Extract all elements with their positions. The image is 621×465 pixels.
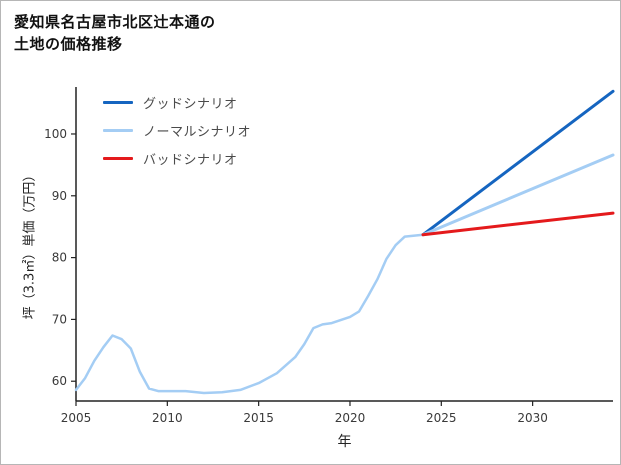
- series-line-normal-scenario: [421, 153, 615, 237]
- x-tick-label: 2015: [243, 411, 274, 425]
- line-chart: 2005 2010 2015 2020 2025 2030 60 70 80 90 100: [44, 87, 615, 425]
- x-tick-label: 2010: [152, 411, 183, 425]
- legend-label-good-scenario: グッドシナリオ: [143, 97, 238, 112]
- chart-title: 愛知県名古屋市北区辻本通の 土地の価格推移: [14, 11, 216, 55]
- x-tick-label: 2005: [61, 411, 92, 425]
- x-tick-label: 2020: [335, 411, 366, 425]
- legend-label-bad-scenario: バッドシナリオ: [143, 153, 238, 168]
- legend-item-good-scenario: グッドシナリオ: [103, 93, 251, 112]
- y-tick-label: 100: [44, 127, 67, 141]
- y-axis-label: 坪（3.3㎡）単価（万円）: [22, 168, 38, 320]
- legend-item-bad-scenario: バッドシナリオ: [103, 149, 251, 168]
- chart-title-line2: 土地の価格推移: [14, 35, 123, 53]
- x-axis-label: 年: [337, 434, 352, 450]
- chart-title-line1: 愛知県名古屋市北区辻本通の: [14, 13, 216, 31]
- y-tick-label: 90: [52, 189, 67, 203]
- series-line-good-scenario: [421, 89, 615, 237]
- x-tick-label: 2025: [426, 411, 457, 425]
- legend-swatch-bad-scenario: [103, 157, 133, 160]
- y-tick-label: 60: [52, 374, 67, 388]
- chart-legend: グッドシナリオ ノーマルシナリオ バッドシナリオ: [103, 93, 251, 168]
- legend-item-normal-scenario: ノーマルシナリオ: [103, 121, 251, 140]
- y-tick-label: 70: [52, 312, 67, 326]
- series-line-historical: [74, 233, 425, 395]
- legend-label-normal-scenario: ノーマルシナリオ: [143, 125, 252, 140]
- legend-swatch-normal-scenario: [103, 129, 133, 132]
- y-tick-label: 80: [52, 251, 67, 265]
- x-tick-label: 2030: [517, 411, 548, 425]
- series-line-bad-scenario: [421, 211, 615, 237]
- legend-swatch-good-scenario: [103, 101, 133, 104]
